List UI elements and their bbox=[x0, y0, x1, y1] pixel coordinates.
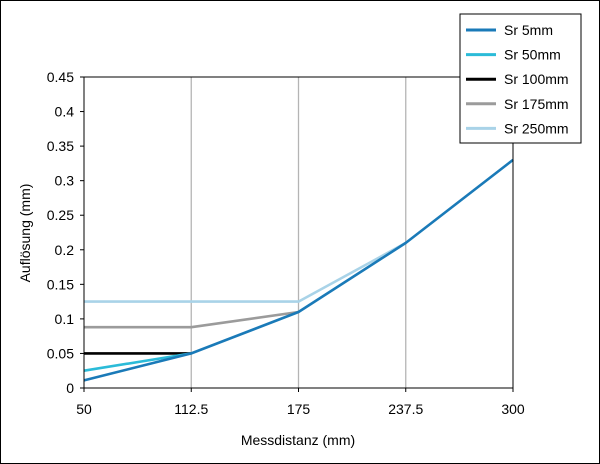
y-tick-label: 0.3 bbox=[55, 173, 75, 189]
y-tick-label: 0.25 bbox=[47, 207, 74, 223]
legend-label: Sr 50mm bbox=[504, 47, 561, 63]
x-tick-label: 50 bbox=[76, 401, 92, 417]
axes bbox=[80, 76, 514, 392]
grid-lines bbox=[190, 77, 407, 388]
y-axis-label: Auflösung (mm) bbox=[17, 184, 33, 283]
series-line-sr-175mm bbox=[84, 310, 299, 329]
series-line-sr-5mm bbox=[83, 158, 514, 382]
x-tick-label: 112.5 bbox=[174, 401, 208, 417]
series-line-sr-250mm bbox=[84, 241, 407, 303]
legend-label: Sr 5mm bbox=[504, 22, 553, 38]
y-tick-label: 0.45 bbox=[47, 69, 74, 85]
legend-label: Sr 175mm bbox=[504, 96, 569, 112]
y-tick-label: 0 bbox=[66, 380, 74, 396]
y-tick-label: 0.4 bbox=[55, 104, 75, 120]
legend-label: Sr 100mm bbox=[504, 71, 569, 87]
y-tick-label: 0.2 bbox=[55, 242, 75, 258]
series-lines bbox=[83, 158, 514, 382]
y-tick-label: 0.35 bbox=[47, 138, 74, 154]
legend: Sr 5mm Sr 50mm Sr 100mm Sr 175mm Sr 250mm bbox=[459, 13, 582, 144]
x-tick-label: 175 bbox=[287, 401, 311, 417]
x-tick-labels: 50 112.5 175 237.5 300 bbox=[76, 401, 525, 417]
x-axis-label: Messdistanz (mm) bbox=[241, 432, 355, 448]
y-tick-label: 0.05 bbox=[47, 345, 74, 361]
series-line-sr-50mm bbox=[83, 352, 192, 372]
y-tick-labels: 0 0.05 0.1 0.15 0.2 0.25 0.3 0.35 0.4 0.45 bbox=[47, 69, 74, 396]
x-tick-label: 300 bbox=[501, 401, 525, 417]
x-tick-label: 237.5 bbox=[388, 401, 423, 417]
y-tick-label: 0.15 bbox=[47, 276, 74, 292]
legend-label: Sr 250mm bbox=[504, 120, 569, 136]
y-tick-label: 0.1 bbox=[55, 311, 75, 327]
